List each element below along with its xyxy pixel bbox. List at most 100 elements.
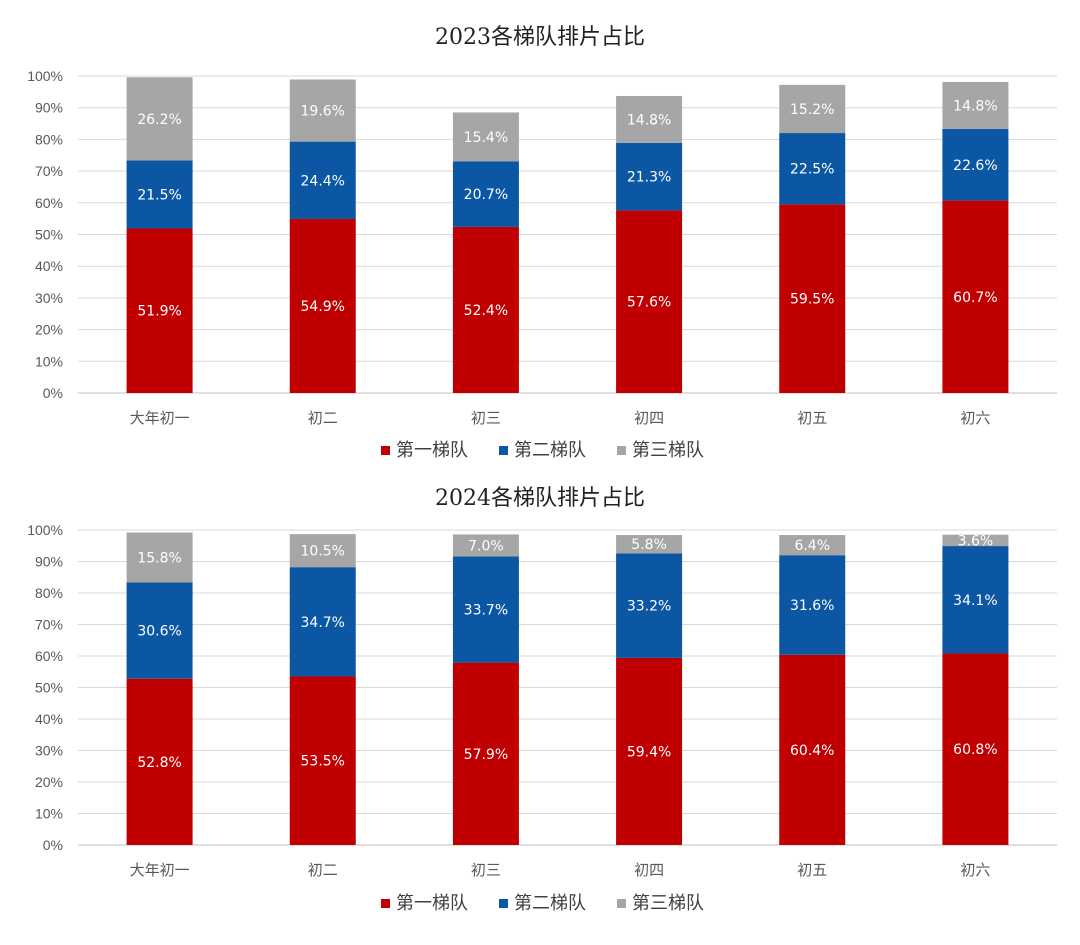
- bar-segment: [452, 662, 519, 845]
- data-label: 30.6%: [137, 623, 181, 639]
- y-tick-label: 80%: [35, 585, 63, 601]
- bar-segment: [942, 128, 1009, 201]
- chart-2024: 2024各梯队排片占比 0% 10% 20% 30% 40% 50% 60% 70% 80% 90%…: [0, 472, 1080, 945]
- chart-2023-svg: 2023各梯队排片占比 0% 10% 20% 30% 40% 50% 60% 70% 80% 90%…: [27, 25, 1057, 461]
- chart-2023: 2023各梯队排片占比 0% 10% 20% 30% 40% 50% 60% 70% 80% 90%…: [0, 0, 1080, 472]
- legend-swatch: [381, 446, 390, 455]
- data-label: 54.9%: [301, 299, 345, 315]
- y-tick-label: 90%: [35, 100, 63, 116]
- chart-2024-svg: 2024各梯队排片占比 0% 10% 20% 30% 40% 50% 60% 70% 80% 90%…: [27, 486, 1057, 914]
- data-label: 24.4%: [301, 173, 345, 189]
- bar-segment: [616, 210, 683, 393]
- x-tick-label: 大年初一: [130, 409, 190, 427]
- bar-segment: [126, 678, 193, 845]
- bar-segment: [452, 556, 519, 663]
- y-tick-label: 40%: [35, 258, 63, 274]
- bar-segment: [452, 112, 519, 162]
- legend-swatch: [617, 446, 626, 455]
- bar-segment: [289, 141, 356, 219]
- legend-item: 第一梯队: [381, 893, 468, 914]
- data-label: 7.0%: [468, 538, 504, 554]
- data-label: 19.6%: [301, 104, 345, 120]
- bar-segment: [942, 200, 1009, 393]
- bar-segment: [289, 218, 356, 393]
- legend-label: 第一梯队: [396, 440, 468, 461]
- legend-label: 第二梯队: [514, 440, 586, 461]
- legend-item: 第二梯队: [499, 440, 586, 461]
- data-label: 59.5%: [790, 292, 834, 308]
- data-label: 57.9%: [464, 747, 508, 763]
- data-label: 51.9%: [137, 304, 181, 320]
- data-label: 10.5%: [301, 544, 345, 560]
- bar-segment: [452, 226, 519, 393]
- y-tick-label: 20%: [35, 774, 63, 790]
- data-label: 20.7%: [464, 187, 508, 203]
- bar-segment: [126, 532, 193, 583]
- y-tick-label: 60%: [35, 648, 63, 664]
- bar-segment: [942, 546, 1009, 654]
- y-tick-label: 10%: [35, 353, 63, 369]
- bar-segment: [126, 582, 193, 679]
- bar-segment: [616, 553, 683, 658]
- legend-label: 第三梯队: [632, 440, 704, 461]
- x-tick-label: 初四: [634, 861, 664, 879]
- data-label: 60.4%: [790, 743, 834, 759]
- bar-segment: [126, 228, 193, 393]
- y-tick-label: 80%: [35, 131, 63, 147]
- data-label: 31.6%: [790, 598, 834, 614]
- x-tick-label: 初六: [960, 861, 990, 879]
- bar-segment: [289, 567, 356, 677]
- y-tick-label: 10%: [35, 806, 63, 822]
- bar-segment: [126, 160, 193, 229]
- data-label: 57.6%: [627, 295, 671, 311]
- y-tick-label: 50%: [35, 680, 63, 696]
- legend-label: 第二梯队: [514, 893, 586, 914]
- bar-segment: [942, 653, 1009, 845]
- x-tick-label: 初四: [634, 409, 664, 427]
- bar-segment: [779, 535, 846, 556]
- bar-segment: [616, 657, 683, 845]
- data-label: 15.4%: [464, 130, 508, 146]
- bar-segment: [779, 654, 846, 845]
- x-tick-label: 初三: [471, 409, 501, 427]
- y-tick-label: 0%: [43, 837, 63, 853]
- data-label: 59.4%: [627, 744, 671, 760]
- legend-item: 第三梯队: [617, 893, 704, 914]
- y-tick-label: 90%: [35, 554, 63, 570]
- data-label: 14.8%: [953, 98, 997, 114]
- bar-segment: [126, 77, 193, 161]
- legend-swatch: [499, 446, 508, 455]
- y-tick-label: 60%: [35, 195, 63, 211]
- x-tick-label: 初六: [960, 409, 990, 427]
- legend-swatch: [617, 899, 626, 908]
- legend-swatch: [381, 899, 390, 908]
- bar-segment: [779, 133, 846, 205]
- data-label: 33.2%: [627, 599, 671, 615]
- data-label: 22.5%: [790, 162, 834, 178]
- data-label: 26.2%: [137, 112, 181, 128]
- y-tick-label: 20%: [35, 322, 63, 338]
- data-label: 53.5%: [301, 754, 345, 770]
- y-tick-label: 70%: [35, 163, 63, 179]
- chart-title: 2023各梯队排片占比: [435, 25, 645, 50]
- bar-segment: [289, 534, 356, 568]
- data-label: 60.7%: [953, 290, 997, 306]
- data-label: 34.1%: [953, 593, 997, 609]
- bar-segment: [452, 161, 519, 227]
- data-label: 21.3%: [627, 170, 671, 186]
- bar-segment: [616, 142, 683, 211]
- x-tick-label: 初二: [308, 861, 338, 879]
- y-tick-label: 0%: [43, 385, 63, 401]
- bar-segment: [779, 555, 846, 655]
- y-tick-label: 70%: [35, 617, 63, 633]
- legend-swatch: [499, 899, 508, 908]
- bar-segment: [289, 79, 356, 142]
- bar-segment: [779, 204, 846, 393]
- data-label: 15.2%: [790, 102, 834, 118]
- data-label: 15.8%: [137, 550, 181, 566]
- x-tick-label: 初三: [471, 861, 501, 879]
- legend-label: 第一梯队: [396, 893, 468, 914]
- x-tick-label: 初五: [797, 409, 827, 427]
- bar-segment: [779, 84, 846, 134]
- data-label: 3.6%: [958, 533, 994, 549]
